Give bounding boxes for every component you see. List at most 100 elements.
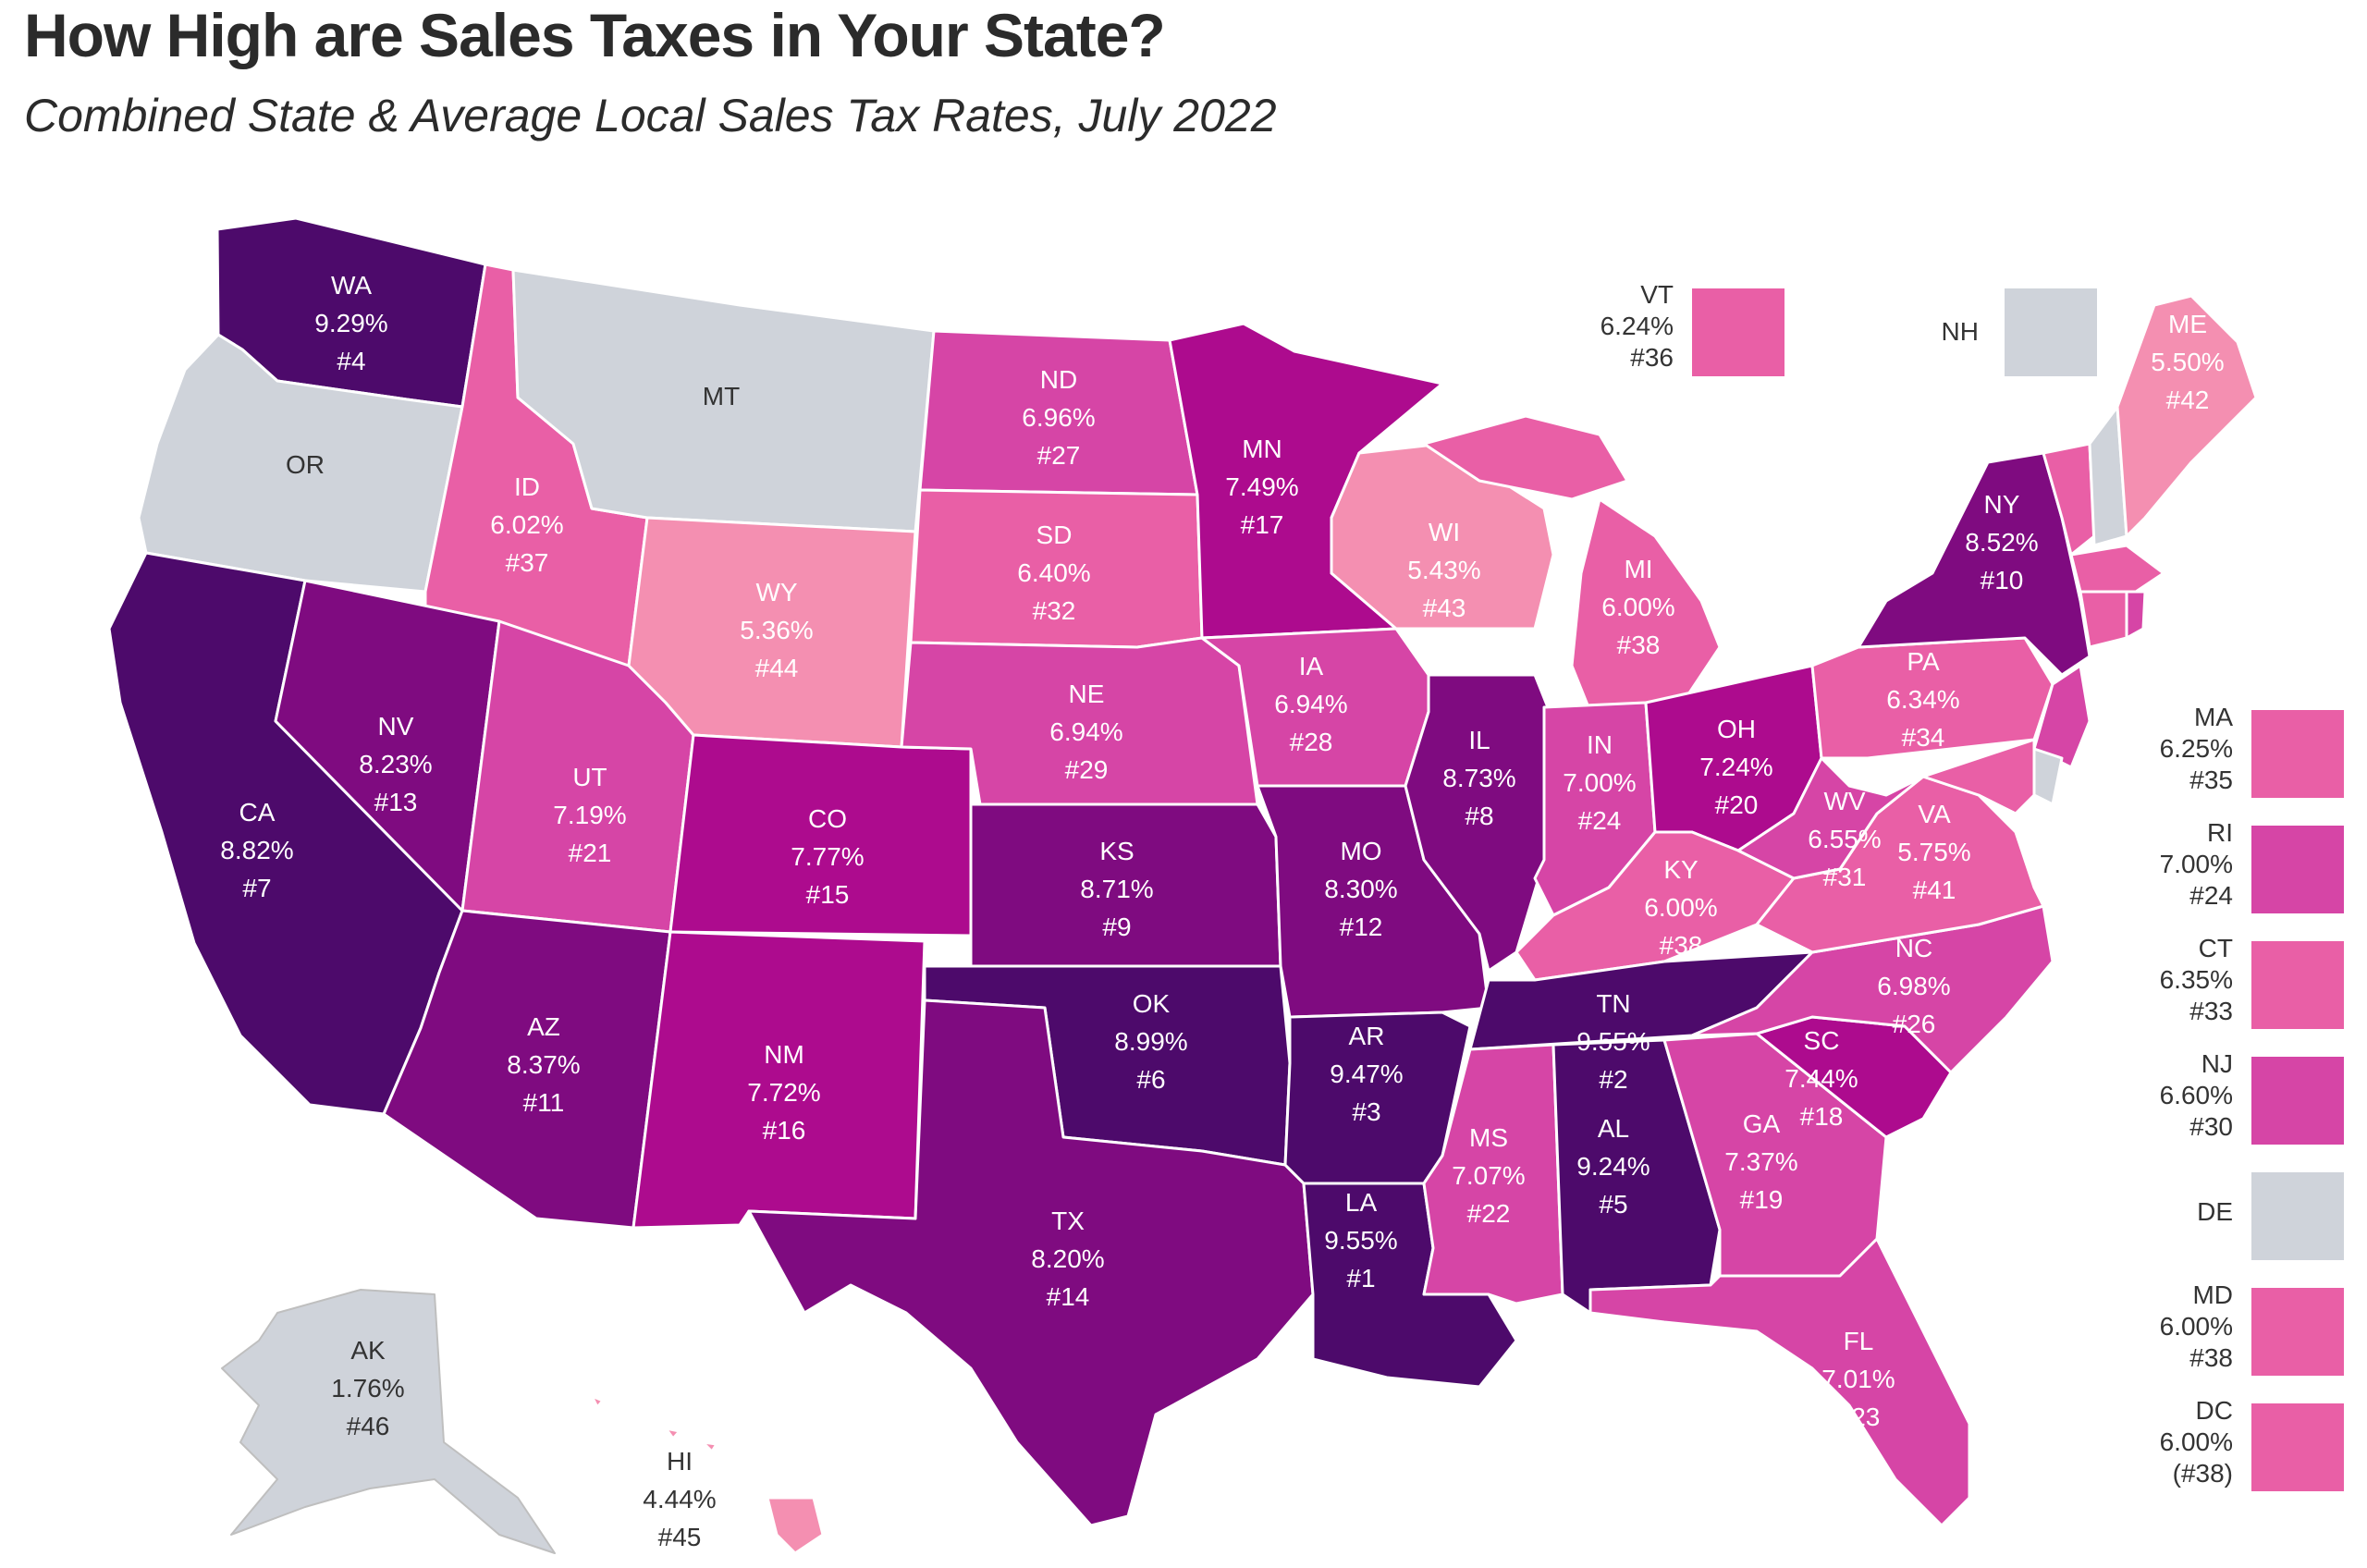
state-MD[interactable] [1921,738,2036,815]
state-label-TX-rank: #14 [1047,1282,1090,1311]
state-label-WI-name: WI [1429,518,1460,546]
state-label-MS-name: MS [1469,1123,1508,1152]
state-NC[interactable] [1690,904,2054,1074]
legend-label-MD-name: MD [2192,1280,2233,1309]
legend-swatch-MD[interactable] [2251,1288,2344,1376]
state-label-AR-rank: #3 [1352,1097,1380,1126]
legend-label-DC-name: DC [2196,1396,2233,1425]
state-label-AK-name: AK [350,1336,386,1365]
state-label-AL-rate: 9.24% [1576,1152,1650,1181]
chart-subtitle: Combined State & Average Local Sales Tax… [24,90,1277,141]
legend-label-MA-name: MA [2194,703,2233,731]
state-label-NY-rank: #10 [1981,566,2024,594]
legend-label-RI-name: RI [2207,818,2233,847]
legend-label-MD-rank: #38 [2189,1343,2233,1372]
legend-label-DE-name: DE [2197,1197,2233,1226]
state-label-MO-name: MO [1340,837,1381,865]
state-MA[interactable] [2069,544,2165,594]
legend-swatch-VT[interactable] [1692,288,1784,376]
state-DE[interactable] [2032,747,2064,806]
state-label-MI-rate: 6.00% [1601,593,1674,621]
state-label-MS-rank: #22 [1467,1199,1511,1228]
state-NJ[interactable] [2032,664,2091,769]
state-HI[interactable] [590,1394,825,1555]
state-label-IA-name: IA [1299,652,1324,680]
legend-swatch-DC[interactable] [2251,1403,2344,1491]
legend-label-VT-rank: #36 [1630,343,1674,372]
state-label-VA-rank: #41 [1913,876,1956,904]
state-label-PA-rank: #34 [1902,723,1945,752]
state-IL[interactable] [1404,673,1555,973]
state-label-KS-name: KS [1099,837,1134,865]
state-WV[interactable] [1736,756,1925,880]
state-label-FL-rank: #23 [1837,1403,1881,1431]
state-label-KS-rank: #9 [1102,913,1131,941]
state-label-NE-name: NE [1069,680,1105,708]
legend-label-NJ-name: NJ [2201,1049,2233,1078]
state-label-LA-rate: 9.55% [1324,1226,1397,1255]
legend-label-VT-rate: 6.24% [1600,312,1674,340]
state-label-VA-name: VA [1918,800,1951,828]
state-label-PA-name: PA [1907,647,1940,676]
state-FL[interactable] [1588,1237,1971,1527]
state-label-ND-name: ND [1040,365,1077,394]
legend-label-RI-rate: 7.00% [2160,850,2233,878]
state-label-SD-rank: #32 [1033,596,1076,625]
legend-label-MA-rate: 6.25% [2160,734,2233,763]
legend-swatch-NH[interactable] [2005,288,2097,376]
legend-label-CT-rate: 6.35% [2160,965,2233,994]
state-CT[interactable] [2079,590,2128,649]
state-label-ID-rate: 6.02% [490,510,563,539]
state-label-WV-rate: 6.55% [1808,825,1881,853]
state-label-AL-rank: #5 [1599,1190,1627,1219]
state-label-GA-rank: #19 [1740,1185,1784,1214]
legend-label-NH-name: NH [1942,317,1979,346]
state-AK[interactable] [221,1289,556,1554]
state-label-NV-rank: #13 [374,788,418,816]
legend-swatch-DE[interactable] [2251,1172,2344,1260]
state-label-ME-rate: 5.50% [2151,348,2224,376]
state-label-WI-rate: 5.43% [1407,556,1480,584]
legend-label-MA-rank: #35 [2189,766,2233,794]
state-label-TN-name: TN [1596,989,1630,1018]
state-label-CO-rate: 7.77% [791,842,864,871]
state-WI[interactable] [1330,442,1555,631]
state-RI[interactable] [2125,590,2147,640]
state-label-ME-name: ME [2168,310,2207,338]
legend-label-RI-rank: #24 [2189,881,2233,910]
legend-swatch-RI[interactable] [2251,826,2344,913]
state-label-VA-rate: 5.75% [1897,838,1970,866]
state-label-OK-rank: #6 [1136,1065,1165,1094]
legend-swatch-CT[interactable] [2251,941,2344,1029]
small-states-legend: VT 6.24% #36 NH MA 6.25% #35 RI 7.00% #24 CT 6.35% #… [1600,280,2344,1491]
state-label-WY-rank: #44 [755,654,799,682]
state-label-WA-rank: #4 [337,347,365,375]
state-label-FL-name: FL [1844,1327,1874,1355]
legend-swatch-MA[interactable] [2251,710,2344,798]
state-label-NM-name: NM [764,1040,804,1069]
state-label-SC-rate: 7.44% [1784,1064,1858,1093]
state-label-GA-rate: 7.37% [1724,1147,1797,1176]
chart-title: How High are Sales Taxes in Your State? [24,1,1166,69]
state-label-NY-rate: 8.52% [1965,528,2038,557]
state-label-CA-name: CA [239,798,276,827]
state-label-IL-name: IL [1468,726,1490,754]
legend-label-MD-rate: 6.00% [2160,1312,2233,1341]
state-TX[interactable] [747,998,1315,1527]
state-label-AZ-rate: 8.37% [507,1050,580,1079]
state-VT[interactable] [2042,442,2096,557]
state-label-WI-rank: #43 [1423,594,1466,622]
state-OR[interactable] [137,333,464,594]
state-label-MI-name: MI [1624,555,1652,583]
legend-swatch-NJ[interactable] [2251,1057,2344,1145]
state-label-TX-name: TX [1051,1207,1085,1235]
state-ME[interactable] [2116,294,2258,538]
state-label-AK-rate: 1.76% [331,1374,404,1403]
state-label-KY-rate: 6.00% [1644,893,1717,922]
state-label-MO-rate: 8.30% [1324,875,1397,903]
state-label-UT-rate: 7.19% [553,801,626,829]
legend-label-NJ-rank: #30 [2189,1112,2233,1141]
state-label-KY-rank: #38 [1660,931,1703,960]
state-label-KS-rate: 8.71% [1080,875,1153,903]
state-label-SC-rank: #18 [1800,1102,1844,1131]
